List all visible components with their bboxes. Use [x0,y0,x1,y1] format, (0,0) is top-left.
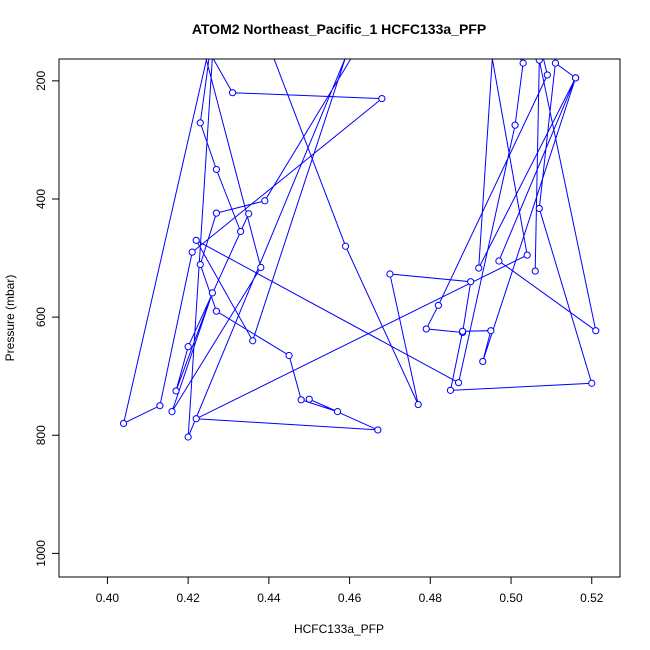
data-point [261,197,269,205]
data-point [592,327,600,335]
data-point [184,433,192,441]
series-line [122,59,597,438]
data-point [475,264,483,272]
data-point [422,325,430,333]
data-point [378,94,386,103]
y-axis-label: Pressure (mbar) [3,275,17,362]
data-point [249,337,257,345]
y-tick-label: 600 [34,307,48,327]
data-point [543,71,551,79]
data-point [188,248,196,256]
data-point [551,59,560,67]
data-point [487,327,495,335]
x-tick-label: 0.40 [96,591,120,605]
data-point [172,387,180,395]
data-point [479,357,487,366]
x-tick-label: 0.52 [580,591,604,605]
data-point [257,263,265,272]
data-point [523,251,531,259]
data-point [531,267,539,275]
data-point [374,426,382,434]
data-point [212,165,221,174]
x-tick-label: 0.42 [176,591,200,605]
data-point [535,59,543,64]
data-point [333,408,342,416]
data-point [495,257,503,265]
data-point [386,270,394,278]
x-tick-label: 0.44 [257,591,281,605]
data-point [305,395,313,403]
data-point [228,89,237,97]
y-axis: 200 400 600 800 1000 [34,71,59,567]
data-point [572,74,580,82]
plot-frame [58,58,621,578]
data-point [212,209,221,217]
data-point [212,307,221,315]
data-point [458,327,467,335]
y-tick-label: 1000 [34,540,48,567]
y-tick-label: 400 [34,189,48,209]
data-point [285,351,293,360]
data-point [192,236,200,244]
x-tick-label: 0.48 [419,591,443,605]
data-point [245,210,253,218]
y-tick-label: 200 [34,71,48,91]
data-point [192,415,200,423]
x-tick-label: 0.50 [499,591,523,605]
data-point [467,278,475,286]
data-point [341,242,350,250]
data-point [237,227,245,236]
data-point [414,400,422,409]
data-point [156,402,164,410]
x-axis-label: HCFC133a_PFP [294,622,384,636]
data-point [519,59,527,67]
series-points [119,59,600,441]
x-tick-label: 0.46 [338,591,362,605]
series-lines [122,59,597,438]
data-point [454,379,463,387]
data-point [196,119,204,127]
data-point [208,289,216,297]
data-point [184,343,192,351]
data-point [588,379,596,387]
chart-title: ATOM2 Northeast_Pacific_1 HCFC133a_PFP [192,21,486,37]
data-point [119,419,128,428]
data-point [511,121,519,129]
data-point [168,408,176,416]
data-point [297,396,305,404]
data-point [535,204,543,213]
data-point [434,301,442,309]
x-axis: 0.40 0.42 0.44 0.46 0.48 0.50 0.52 [96,577,604,605]
data-point [446,386,455,394]
data-point [196,260,204,269]
y-tick-label: 800 [34,425,48,445]
